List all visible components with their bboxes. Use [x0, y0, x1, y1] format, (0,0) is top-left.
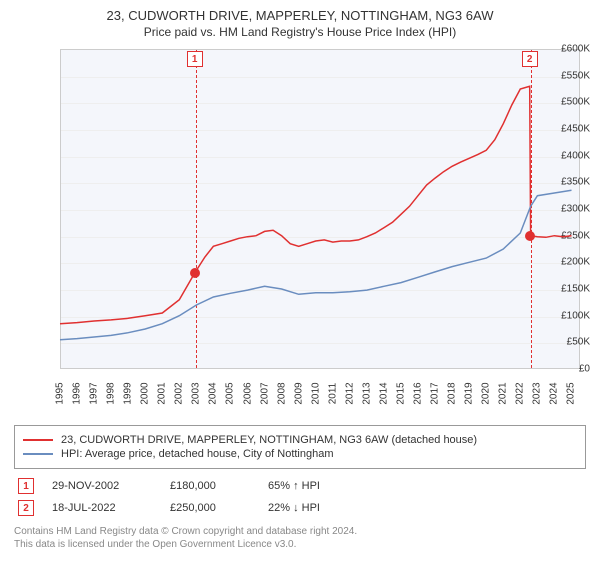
series-property — [60, 86, 572, 323]
x-tick-label: 2008 — [276, 382, 287, 404]
sale-row-date: 18-JUL-2022 — [52, 502, 152, 514]
legend-swatch — [23, 439, 53, 441]
sale-row-price: £250,000 — [170, 502, 250, 514]
sales-table: 1 29-NOV-2002 £180,000 65% ↑ HPI 2 18-JUL-202… — [10, 475, 590, 519]
x-tick-label: 2025 — [566, 382, 577, 404]
x-tick-label: 2002 — [174, 382, 185, 404]
line-svg — [10, 45, 582, 371]
chart-subtitle: Price paid vs. HM Land Registry's House … — [10, 25, 590, 39]
x-tick-label: 2014 — [378, 382, 389, 404]
attribution-line1: Contains HM Land Registry data © Crown c… — [14, 525, 586, 538]
legend: 23, CUDWORTH DRIVE, MAPPERLEY, NOTTINGHA… — [14, 425, 586, 469]
legend-item: 23, CUDWORTH DRIVE, MAPPERLEY, NOTTINGHA… — [23, 434, 577, 446]
sale-row: 2 18-JUL-2022 £250,000 22% ↓ HPI — [10, 497, 590, 519]
legend-swatch — [23, 453, 53, 455]
x-tick-label: 2021 — [498, 382, 509, 404]
x-tick-label: 2012 — [344, 382, 355, 404]
x-tick-label: 2006 — [242, 382, 253, 404]
legend-item: HPI: Average price, detached house, City… — [23, 448, 577, 460]
sale-row-price: £180,000 — [170, 480, 250, 492]
sale-row-date: 29-NOV-2002 — [52, 480, 152, 492]
x-tick-label: 2000 — [140, 382, 151, 404]
x-tick-label: 2004 — [208, 382, 219, 404]
x-tick-label: 2007 — [259, 382, 270, 404]
sale-row-hpi: 22% ↓ HPI — [268, 502, 348, 514]
x-tick-label: 1999 — [123, 382, 134, 404]
x-tick-label: 2015 — [395, 382, 406, 404]
sale-row: 1 29-NOV-2002 £180,000 65% ↑ HPI — [10, 475, 590, 497]
x-tick-label: 1996 — [72, 382, 83, 404]
x-tick-label: 2001 — [157, 382, 168, 404]
legend-label: HPI: Average price, detached house, City… — [61, 448, 334, 460]
x-tick-label: 2017 — [430, 382, 441, 404]
x-tick-label: 2010 — [310, 382, 321, 404]
x-tick-label: 1998 — [106, 382, 117, 404]
sale-row-hpi: 65% ↑ HPI — [268, 480, 348, 492]
x-tick-label: 2018 — [447, 382, 458, 404]
x-tick-label: 2011 — [327, 383, 338, 405]
x-tick-label: 2019 — [464, 382, 475, 404]
sale-row-marker: 2 — [18, 500, 34, 516]
attribution: Contains HM Land Registry data © Crown c… — [14, 525, 586, 551]
legend-label: 23, CUDWORTH DRIVE, MAPPERLEY, NOTTINGHA… — [61, 434, 477, 446]
chart-area: £0£50K£100K£150K£200K£250K£300K£350K£400… — [10, 45, 590, 415]
attribution-line2: This data is licensed under the Open Gov… — [14, 538, 586, 551]
x-tick-label: 2022 — [515, 382, 526, 404]
x-tick-label: 2003 — [191, 382, 202, 404]
x-tick-label: 2016 — [413, 382, 424, 404]
x-tick-label: 2005 — [225, 382, 236, 404]
x-tick-label: 2009 — [293, 382, 304, 404]
x-tick-label: 2020 — [481, 382, 492, 404]
x-tick-label: 1995 — [55, 382, 66, 404]
x-tick-label: 2023 — [532, 382, 543, 404]
x-tick-label: 2024 — [549, 382, 560, 404]
chart-title: 23, CUDWORTH DRIVE, MAPPERLEY, NOTTINGHA… — [10, 8, 590, 23]
x-tick-label: 2013 — [361, 382, 372, 404]
sale-row-marker: 1 — [18, 478, 34, 494]
x-tick-label: 1997 — [89, 382, 100, 404]
